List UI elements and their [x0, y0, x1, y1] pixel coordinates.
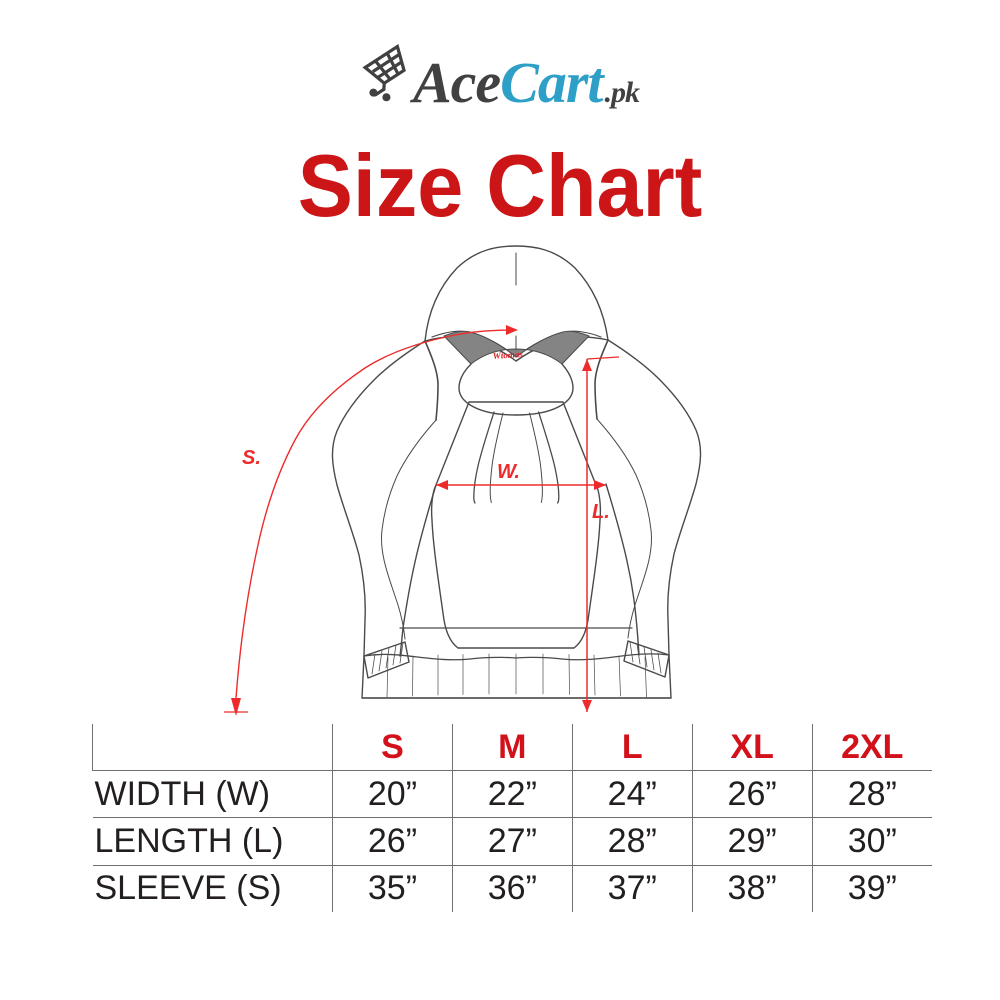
- svg-text:S.: S.: [242, 447, 261, 469]
- svg-text:W.: W.: [497, 461, 520, 483]
- svg-text:L.: L.: [592, 501, 610, 523]
- svg-text:Wtomas: Wtomas: [492, 349, 523, 361]
